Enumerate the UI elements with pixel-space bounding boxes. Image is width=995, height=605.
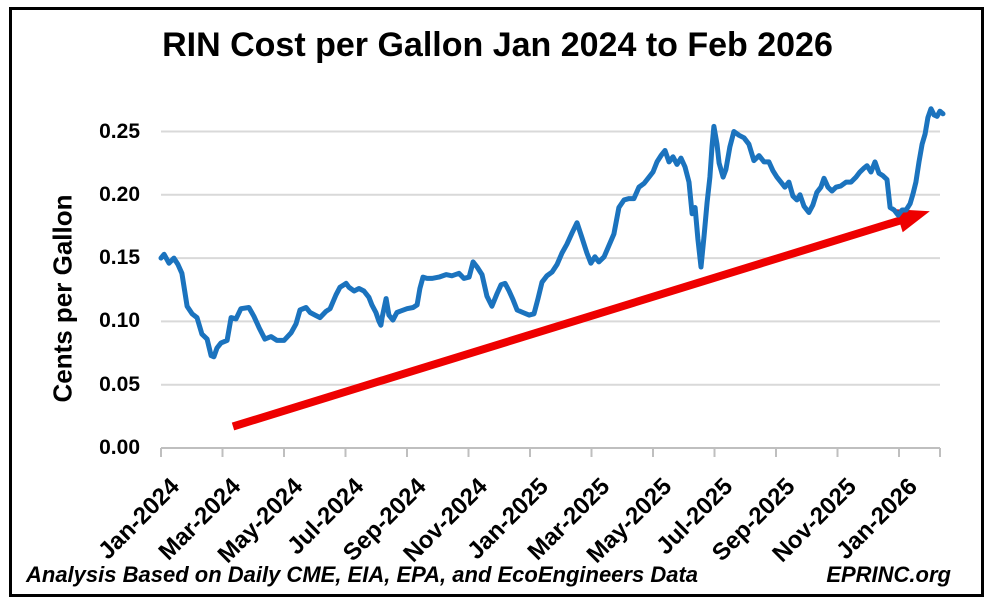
y-tick-label: 0.00 [99,436,140,459]
trend-arrow [231,212,915,431]
rin-cost-line [158,106,946,360]
trend-arrowhead [895,209,930,233]
y-tick-label: 0.10 [99,309,140,333]
source-note: Analysis Based on Daily CME, EIA, EPA, a… [26,562,699,587]
y-tick-label: 0.20 [99,182,140,206]
chart-title: RIN Cost per Gallon Jan 2024 to Feb 2026 [162,26,833,64]
y-tick-label: 0.25 [99,119,140,143]
footer: Analysis Based on Daily CME, EIA, EPA, a… [26,562,951,588]
org-label: EPRINC.org [826,562,951,587]
chart-frame [9,7,984,597]
y-tick-label: 0.15 [99,246,140,270]
y-tick-label: 0.05 [99,372,140,396]
